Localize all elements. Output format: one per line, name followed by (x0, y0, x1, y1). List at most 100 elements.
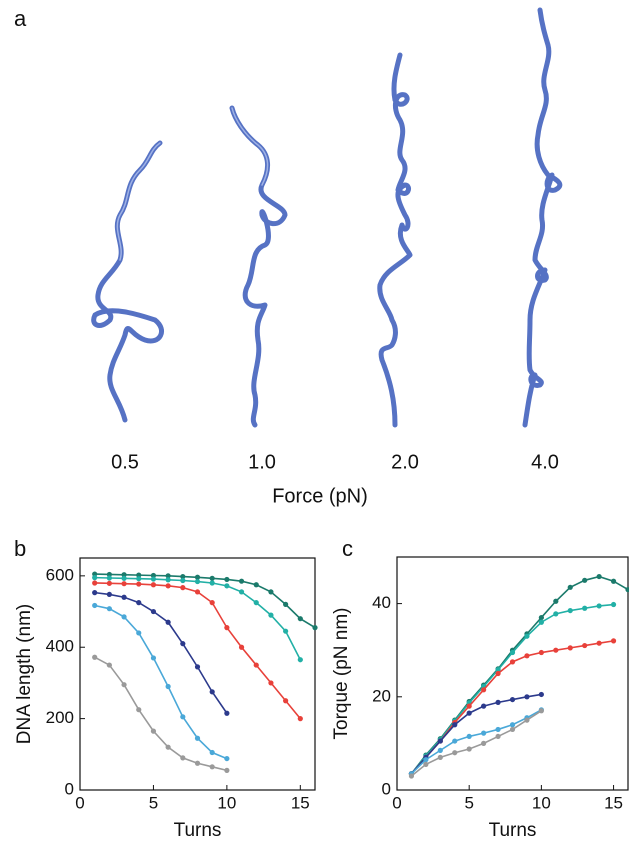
data-point (209, 600, 215, 606)
data-point (224, 625, 230, 631)
data-point (121, 575, 127, 581)
data-point (596, 640, 602, 646)
data-point (121, 572, 127, 578)
data-point (92, 575, 98, 581)
data-point (509, 726, 516, 733)
data-point (253, 662, 259, 668)
series-line (94, 573, 316, 629)
data-point (466, 710, 472, 716)
data-point (423, 761, 429, 767)
y-tick-label: 20 (372, 686, 391, 705)
data-point (312, 625, 318, 631)
data-point (524, 717, 530, 723)
data-point (106, 606, 112, 612)
data-point (253, 582, 259, 588)
x-tick-label: 15 (291, 793, 310, 812)
data-point (567, 607, 573, 614)
data-point (268, 680, 274, 686)
data-point (553, 647, 559, 653)
data-point (452, 738, 458, 744)
plot-frame (396, 556, 629, 791)
data-point (524, 694, 530, 700)
data-point (238, 644, 245, 650)
data-point (238, 578, 245, 584)
data-point (466, 703, 472, 709)
data-point (150, 728, 157, 734)
y-axis-title: DNA length (nm) (14, 604, 35, 744)
x-axis-title: Turns (174, 820, 222, 841)
data-point (165, 573, 171, 579)
data-point (509, 696, 516, 703)
panel-label: a (14, 6, 27, 31)
series-line (94, 656, 228, 772)
x-tick-label: 5 (149, 793, 158, 812)
data-point (297, 657, 303, 663)
data-point (283, 628, 289, 634)
data-point (165, 577, 171, 583)
data-point (253, 600, 259, 606)
data-point (283, 601, 289, 608)
data-point (283, 698, 289, 704)
axis-title: Force (pN) (272, 485, 368, 507)
data-point (224, 710, 230, 716)
y-axis-title: Torque (pN nm) (331, 608, 352, 740)
data-point (92, 602, 98, 609)
data-point (495, 733, 501, 740)
data-point (509, 659, 516, 665)
data-point (165, 744, 171, 750)
data-point (553, 611, 559, 617)
dna-illustrations (91, 7, 563, 428)
data-point (466, 733, 472, 740)
plot-frame (79, 557, 316, 791)
data-point (466, 746, 472, 752)
y-tick-label: 400 (46, 637, 74, 656)
series-line (410, 710, 542, 777)
data-point (567, 645, 573, 651)
x-tick-label: 0 (392, 793, 401, 812)
x-tick-label: 10 (217, 793, 236, 812)
data-point (538, 614, 544, 621)
data-point (106, 571, 112, 578)
data-point (625, 587, 629, 593)
data-point (136, 581, 142, 587)
data-point (92, 590, 98, 596)
y-tick-label: 200 (46, 708, 74, 727)
data-point (194, 578, 201, 585)
data-point (538, 619, 544, 625)
data-point (180, 585, 186, 591)
x-tick-label: 10 (532, 793, 551, 812)
data-point (150, 655, 157, 661)
data-point (452, 722, 458, 728)
data-point (92, 580, 98, 586)
data-point (106, 575, 112, 581)
y-tick-label: 40 (372, 593, 391, 612)
data-point (297, 716, 303, 722)
data-point (121, 594, 127, 600)
data-point (136, 630, 142, 636)
data-point (495, 699, 501, 705)
data-point (209, 749, 215, 756)
data-point (437, 747, 443, 753)
data-point (136, 576, 142, 582)
x-axis-title: Turns (489, 820, 537, 841)
data-point (150, 608, 157, 615)
data-point (224, 576, 230, 583)
data-point (150, 582, 157, 588)
data-point (538, 708, 544, 714)
data-point (165, 619, 171, 625)
data-point (165, 683, 171, 690)
data-point (150, 572, 157, 579)
y-tick-label: 0 (382, 779, 391, 798)
data-point (495, 667, 501, 673)
panel-label: b (14, 536, 26, 561)
data-point (408, 773, 415, 779)
data-point (106, 662, 112, 668)
x-tick-label: 15 (604, 793, 623, 812)
data-point (106, 580, 112, 586)
data-point (481, 730, 487, 736)
data-point (238, 589, 245, 595)
data-point (121, 581, 127, 587)
data-point (194, 574, 201, 580)
data-point (194, 664, 201, 670)
data-point (437, 738, 443, 744)
